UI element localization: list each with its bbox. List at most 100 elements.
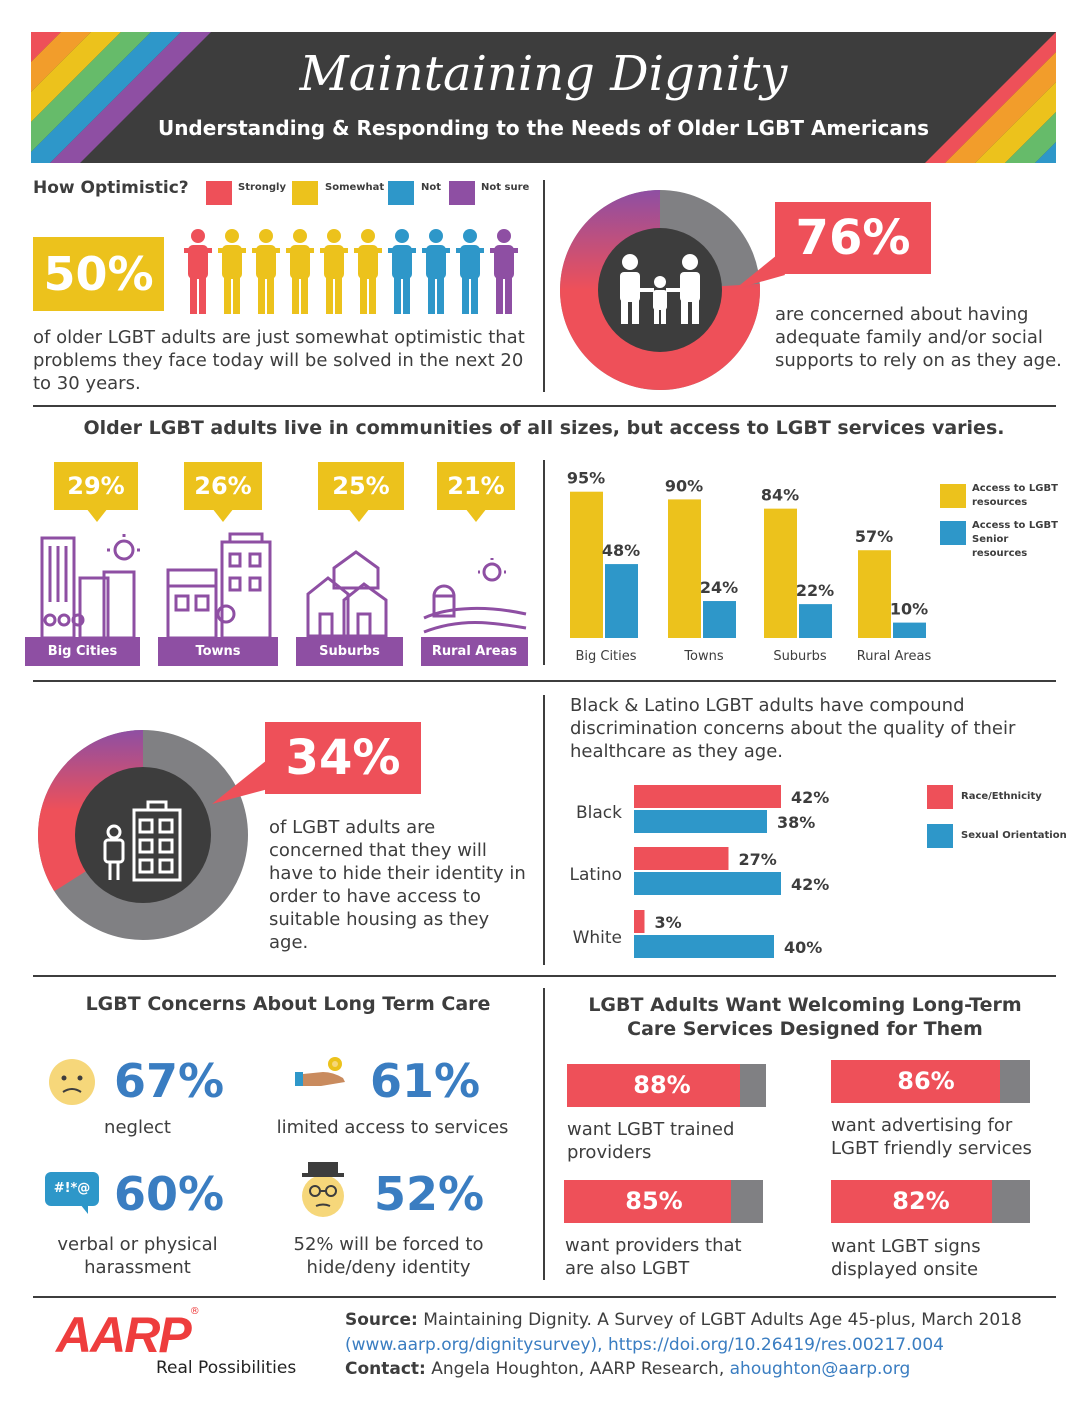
category-label: Rural Areas: [857, 649, 932, 664]
family-icon: [620, 254, 700, 324]
place-label: Suburbs: [319, 644, 380, 659]
welcome-bar-fill: [831, 1180, 993, 1223]
speech-bubble-icon: #!*@: [45, 1172, 99, 1206]
bar-rural-areas-1: [893, 622, 926, 638]
care-percent-access: 61%: [370, 1054, 481, 1108]
sad-face-icon: [49, 1059, 95, 1105]
optimism-text: of older LGBT adults are just somewhat o…: [33, 327, 525, 394]
care-percent-harassment: 60%: [114, 1167, 225, 1221]
person-building-icon: [103, 800, 182, 882]
welcome-label-3: want providers that are also LGBT: [565, 1235, 742, 1279]
care-label-access: limited access to services: [276, 1117, 509, 1138]
person-icon-blue: [422, 229, 450, 314]
welcome-bar-fill: [564, 1180, 732, 1223]
welcome-bar-4: 82%: [831, 1180, 1030, 1223]
family-callout-pointer: [735, 255, 785, 289]
care-heading: LGBT Concerns About Long Term Care: [85, 993, 491, 1015]
person-icon-blue: [456, 229, 484, 314]
category-label: Latino: [570, 865, 622, 885]
source-link-doi[interactable]: https://doi.org/10.26419/res.00217.004: [608, 1335, 944, 1355]
housing-percent: 34%: [285, 730, 401, 786]
place-percent: 21%: [447, 472, 505, 500]
source-link-dignitysurvey[interactable]: (www.aarp.org/dignitysurvey),: [345, 1335, 603, 1355]
source-links: (www.aarp.org/dignitysurvey), https://do…: [345, 1334, 1045, 1357]
care-label-harassment: verbal or physical harassment: [57, 1234, 218, 1278]
bar-value-label: 84%: [761, 486, 799, 505]
people-icons-row: [184, 229, 518, 314]
person-icon-red: [184, 229, 212, 314]
place-percent-bubble: 29%: [54, 462, 138, 510]
hbar-value-label: 38%: [777, 813, 815, 832]
family-text: are concerned about having adequate fami…: [775, 304, 1062, 371]
hbar-white-0: [634, 910, 645, 933]
bar-big-cities-1: [605, 564, 638, 638]
hbar-white-1: [634, 935, 774, 958]
big-city-icon: [40, 534, 140, 640]
communities-heading: Older LGBT adults live in communities of…: [83, 417, 1005, 439]
welcome-percent: 86%: [897, 1067, 955, 1095]
divider-vertical-1: [543, 180, 545, 392]
hbar-value-label: 3%: [655, 913, 682, 932]
bubble-pointer: [212, 508, 234, 522]
aarp-logo: AARP®: [56, 1306, 200, 1364]
legend-swatch-strongly: [206, 181, 232, 205]
contact-email-link[interactable]: ahoughton@aarp.org: [729, 1359, 911, 1379]
discrimination-bar-chart: Black 42% 38% Latino 27% 42% White 3% 40%: [570, 785, 829, 958]
housing-text: of LGBT adults are concerned that they w…: [269, 817, 526, 953]
bar-value-label: 48%: [602, 541, 640, 560]
page-subtitle: Understanding & Responding to the Needs …: [157, 116, 930, 140]
person-icon-yellow: [252, 229, 280, 314]
place-percent-bubble: 25%: [318, 462, 404, 510]
person-icon-purple: [490, 229, 518, 314]
welcome-label-1: want LGBT trained providers: [567, 1119, 735, 1163]
rainbow-stripes-left: [31, 32, 211, 163]
person-icon-yellow: [320, 229, 348, 314]
divider-vertical-3: [543, 695, 545, 965]
place-label-bar: Suburbs: [296, 637, 403, 666]
divider-horizontal-4: [33, 1296, 1056, 1298]
hbar-value-label: 27%: [739, 850, 777, 869]
category-label: Towns: [683, 649, 724, 664]
person-icon-yellow: [286, 229, 314, 314]
aarp-logo-text: AARP: [56, 1307, 192, 1363]
divider-vertical-4: [543, 988, 545, 1280]
legend-swatch-race: [927, 785, 953, 809]
contact-label: Contact:: [345, 1359, 426, 1379]
bar-value-label: 10%: [890, 600, 928, 619]
bar-suburbs-1: [799, 604, 832, 638]
optimism-percent: 50%: [43, 247, 154, 301]
legend-label-race: Race/Ethnicity: [961, 791, 1042, 802]
place-label-bar: Big Cities: [25, 637, 140, 666]
discrimination-heading: Black & Latino LGBT adults have compound…: [570, 695, 1016, 762]
source-label: Source:: [345, 1310, 418, 1330]
legend-swatch-senior-resources: [940, 521, 966, 545]
legend-label-somewhat: Somewhat: [325, 182, 385, 193]
bar-value-label: 57%: [855, 527, 893, 546]
welcome-percent: 88%: [633, 1071, 691, 1099]
legend-swatch-not: [388, 181, 414, 205]
town-icon: [166, 532, 272, 640]
bar-value-label: 22%: [796, 581, 834, 600]
bar-suburbs-0: [764, 508, 797, 638]
source-text: Maintaining Dignity. A Survey of LGBT Ad…: [423, 1310, 1022, 1330]
category-label: Suburbs: [773, 649, 827, 664]
rainbow-stripes-right: [925, 32, 1056, 163]
legend-label-lgbt-resources: Access to LGBT resources: [972, 483, 1058, 508]
welcoming-heading: LGBT Adults Want Welcoming Long-Term Car…: [588, 994, 1022, 1040]
place-label: Rural Areas: [431, 644, 518, 659]
hbar-value-label: 42%: [791, 875, 829, 894]
place-label-bar: Rural Areas: [421, 637, 528, 666]
bar-value-label: 90%: [665, 476, 703, 495]
page-title: Maintaining Dignity: [299, 46, 788, 102]
aarp-registered-mark: ®: [189, 1306, 200, 1317]
hbar-value-label: 40%: [784, 938, 822, 957]
housing-percent-box: 34%: [265, 722, 421, 794]
family-percent: 76%: [795, 210, 911, 266]
legend-label-not-sure: Not sure: [481, 182, 530, 193]
welcome-bar-1: 88%: [567, 1064, 766, 1107]
bubble-pointer: [465, 508, 487, 522]
legend-swatch-not-sure: [449, 181, 475, 205]
place-percent: 26%: [194, 472, 252, 500]
disguise-face-icon: [302, 1162, 344, 1217]
speech-bubble-text: #!*@: [53, 1181, 91, 1196]
